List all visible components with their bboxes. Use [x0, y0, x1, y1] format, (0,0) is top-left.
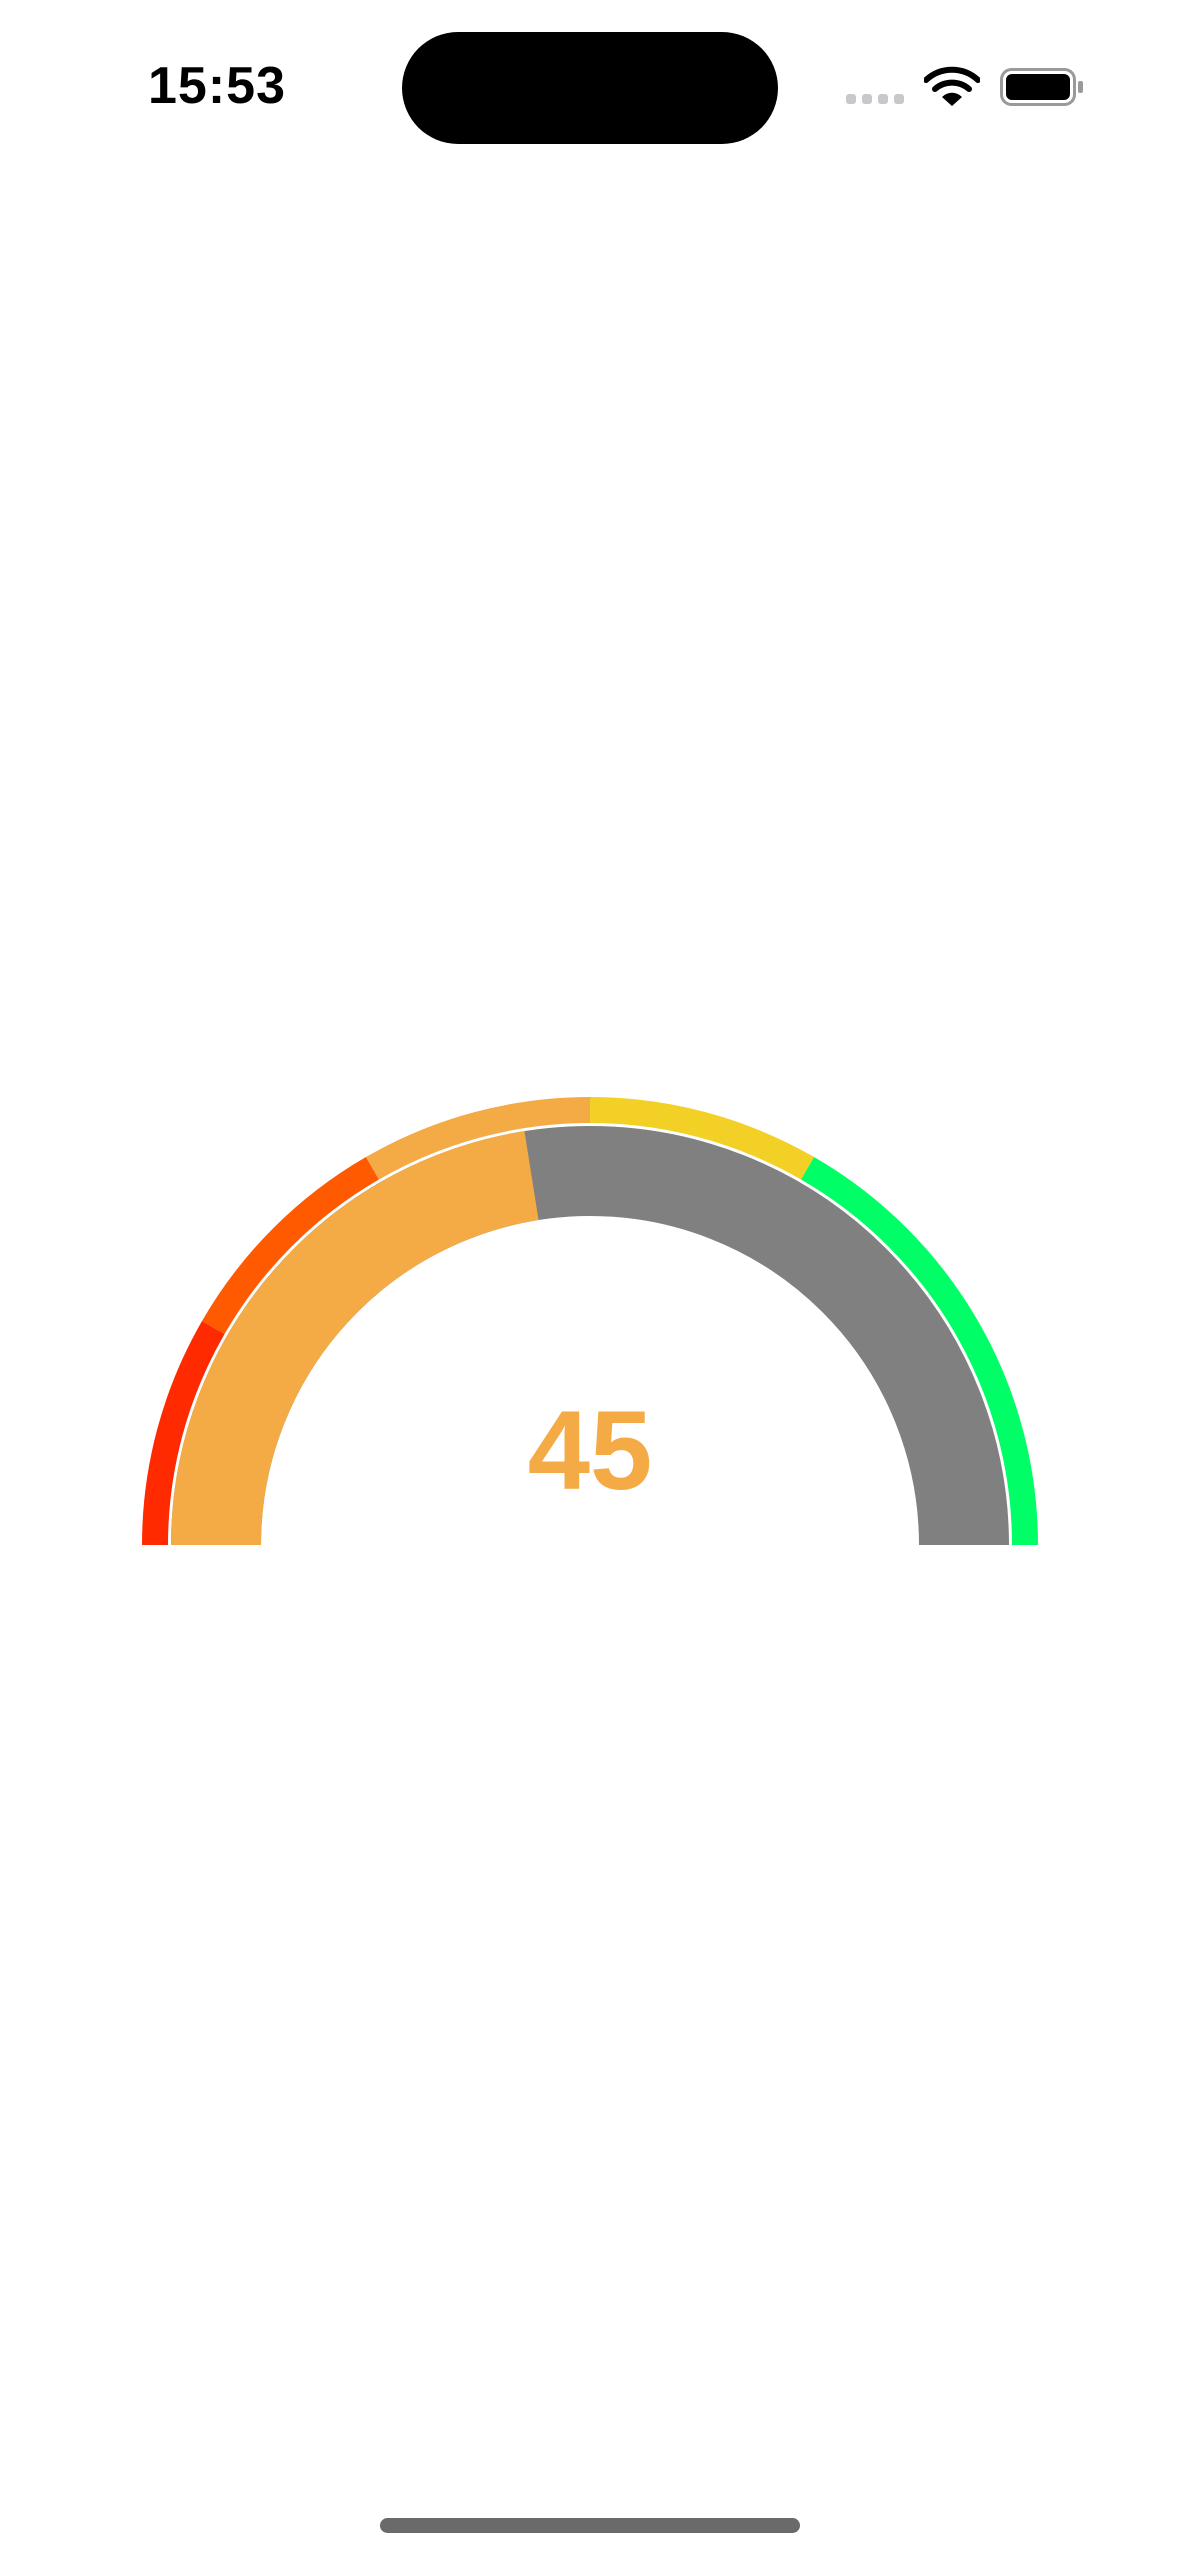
gauge-band-3 — [589, 1097, 815, 1180]
gauge-fill — [171, 1131, 539, 1546]
gauge-band-4 — [801, 1157, 1038, 1546]
wifi-icon — [924, 66, 980, 106]
status-time: 15:53 — [148, 57, 286, 115]
gauge-value: 45 — [527, 1388, 653, 1513]
gauge-band-0 — [142, 1320, 225, 1546]
battery-icon — [1000, 68, 1083, 106]
cellular-signal-icon — [846, 94, 904, 104]
dynamic-island — [402, 32, 778, 144]
status-bar: 15:53 — [0, 0, 1179, 150]
gauge-band-1 — [202, 1157, 379, 1334]
gauge-band-2 — [365, 1097, 591, 1180]
home-indicator[interactable] — [380, 2518, 800, 2533]
